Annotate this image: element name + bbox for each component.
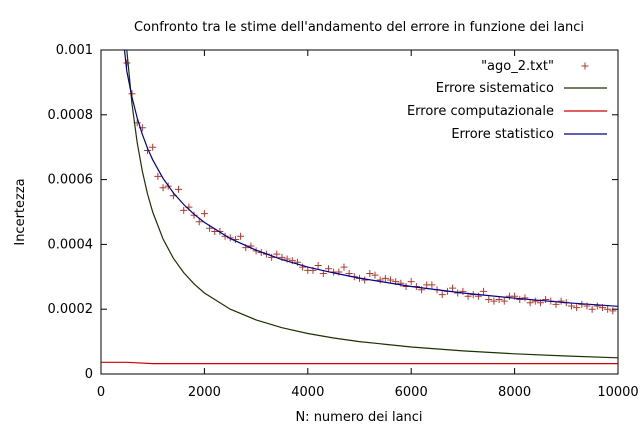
y-tick-label: 0.001 <box>56 43 93 58</box>
y-axis-label: Incertezza <box>13 178 28 245</box>
legend-label: Errore computazionale <box>407 104 554 119</box>
data-point <box>542 295 550 303</box>
data-point <box>381 274 389 282</box>
data-point <box>237 232 245 240</box>
data-point <box>526 299 534 307</box>
data-point <box>175 185 183 193</box>
legend-label: Errore sistematico <box>436 81 554 96</box>
chart-title: Confronto tra le stime dell'andamento de… <box>134 20 584 35</box>
data-point <box>438 291 446 299</box>
data-point <box>407 278 415 286</box>
data-point <box>361 276 369 284</box>
data-point <box>123 59 131 67</box>
series-line-2 <box>101 361 618 365</box>
data-point <box>480 287 488 295</box>
x-axis-label: N: numero dei lanci <box>295 410 422 425</box>
data-point <box>604 305 612 313</box>
data-point <box>474 292 482 300</box>
data-point <box>371 271 379 279</box>
data-point <box>340 263 348 271</box>
data-point <box>154 172 162 180</box>
data-point <box>319 270 327 278</box>
x-tick-label: 0 <box>97 385 105 400</box>
y-tick-label: 0.0008 <box>48 108 94 123</box>
x-tick-label: 8000 <box>498 385 531 400</box>
y-tick-label: 0.0004 <box>48 237 94 252</box>
data-point <box>459 287 467 295</box>
data-point <box>200 210 208 218</box>
data-point <box>195 218 203 226</box>
data-point <box>376 276 384 284</box>
data-point <box>588 305 596 313</box>
x-tick-label: 2000 <box>188 385 221 400</box>
data-point <box>149 143 157 151</box>
data-point <box>609 307 617 315</box>
y-tick-label: 0.0002 <box>48 302 94 317</box>
legend-swatch <box>581 62 589 70</box>
x-tick-label: 6000 <box>395 385 428 400</box>
data-point <box>531 297 539 305</box>
data-point <box>500 297 508 305</box>
series-layer <box>101 50 618 365</box>
data-point <box>159 184 167 192</box>
data-point <box>557 297 565 305</box>
data-point <box>428 281 436 289</box>
data-point <box>516 295 524 303</box>
series-line-3 <box>123 50 618 307</box>
data-point <box>397 279 405 287</box>
data-point <box>387 276 395 284</box>
legend-label: "ago_2.txt" <box>481 59 554 74</box>
data-point <box>314 261 322 269</box>
data-point <box>299 263 307 271</box>
data-point <box>449 284 457 292</box>
data-point <box>190 211 198 219</box>
data-point <box>268 253 276 261</box>
legend: "ago_2.txt" Errore sistematico Errore comp… <box>407 59 607 142</box>
data-point <box>366 270 374 278</box>
x-tick-label: 4000 <box>291 385 324 400</box>
x-tick-label: 10000 <box>597 385 638 400</box>
plot-frame <box>100 49 619 375</box>
y-tick-label: 0 <box>85 367 93 382</box>
axis-layer: 0 2000 4000 6000 8000 10000 0 0.0002 0.0004 0.000… <box>48 43 639 400</box>
data-point <box>593 302 601 310</box>
data-point <box>273 250 281 258</box>
data-point <box>485 295 493 303</box>
y-tick-label: 0.0006 <box>48 173 94 188</box>
legend-label: Errore statistico <box>451 127 554 142</box>
data-point <box>324 265 332 273</box>
data-point <box>573 304 581 312</box>
data-point <box>521 294 529 302</box>
data-point <box>490 297 498 305</box>
data-point <box>180 206 188 214</box>
series-line-1 <box>126 50 618 359</box>
